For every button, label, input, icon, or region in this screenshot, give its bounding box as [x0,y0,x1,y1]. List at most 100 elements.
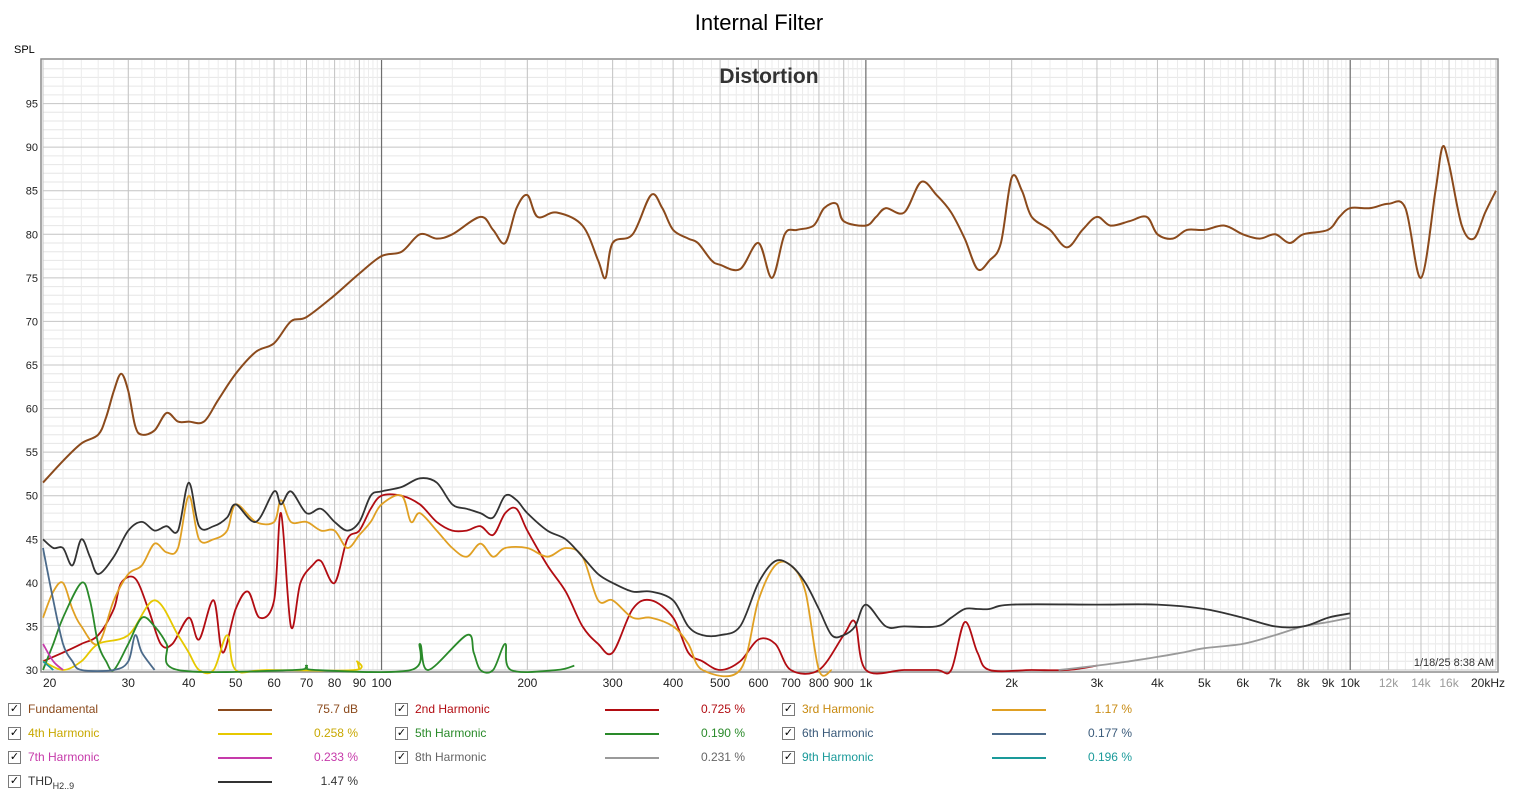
legend-checkbox-3rd-harmonic[interactable]: ✓ [782,703,795,716]
legend-item-5th-harmonic: ✓ 5th Harmonic 0.190 % [395,724,755,746]
grid-major [42,60,1497,671]
x-tick-label: 16k [1439,676,1459,690]
legend-value: 1.17 % [1094,702,1132,716]
series-line-9th-harmonic [42,660,54,671]
legend-label: 7th Harmonic [28,750,100,764]
legend-swatch [605,709,659,711]
series-line-3rd-harmonic [42,494,833,678]
legend-value: 0.258 % [313,726,358,740]
legend-label: 8th Harmonic [415,750,487,764]
legend-swatch [218,709,272,711]
x-tick-label: 50 [229,676,243,690]
legend-checkbox-7th-harmonic[interactable]: ✓ [8,751,21,764]
page-title: Internal Filter [695,10,823,35]
y-tick-label: 30 [26,665,38,677]
y-tick-label: 65 [26,360,38,372]
y-tick-label: 90 [26,142,38,154]
x-tick-label: 14k [1411,676,1431,690]
y-tick-label: 45 [26,534,38,546]
legend-checkbox-5th-harmonic[interactable]: ✓ [395,727,408,740]
x-tick-label: 1k [860,676,874,690]
legend-value: 1.47 % [320,774,358,788]
x-tick-label: 8k [1297,676,1311,690]
legend-label-subscript: H2..9 [52,781,75,791]
x-tick-label: 20 [43,676,57,690]
y-tick-label: 35 [26,621,38,633]
legend-checkbox-4th-harmonic[interactable]: ✓ [8,727,21,740]
y-tick-labels: 30 35 40 45 50 55 60 65 70 75 80 85 90 95 [26,99,38,677]
legend-item-7th-harmonic: ✓ 7th Harmonic 0.233 % [8,748,368,770]
x-tick-label: 500 [710,676,730,690]
x-tick-label: 7k [1269,676,1283,690]
x-tick-label: 800 [809,676,829,690]
legend-value: 0.233 % [313,750,358,764]
legend-item-3rd-harmonic: ✓ 3rd Harmonic 1.17 % [782,700,1142,722]
x-tick-label: 9k [1322,676,1336,690]
x-tick-label: 100 [372,676,392,690]
legend-checkbox-2nd-harmonic[interactable]: ✓ [395,703,408,716]
y-axis-label: SPL [14,44,35,56]
x-tick-label: 200 [517,676,537,690]
legend-label: Fundamental [28,702,99,716]
distortion-chart: Internal Filter SPL 30 35 40 45 50 55 60 65 70 75… [14,10,1505,690]
x-tick-label: 5k [1198,676,1212,690]
legend-checkbox-6th-harmonic[interactable]: ✓ [782,727,795,740]
legend-checkbox-thd[interactable]: ✓ [8,775,21,788]
y-tick-label: 55 [26,447,38,459]
legend-checkbox-9th-harmonic[interactable]: ✓ [782,751,795,764]
x-tick-label: 20kHz [1471,676,1505,690]
legend-checkbox-fundamental[interactable]: ✓ [8,703,21,716]
legend-value: 0.725 % [700,702,745,716]
x-tick-label: 70 [300,676,314,690]
legend-label: 4th Harmonic [28,726,100,740]
legend-swatch [218,781,272,783]
x-tick-label: 4k [1151,676,1165,690]
legend-item-4th-harmonic: ✓ 4th Harmonic 0.258 % [8,724,368,746]
x-tick-label: 900 [834,676,854,690]
legend-label: 5th Harmonic [415,726,487,740]
y-tick-label: 95 [26,99,38,111]
legend-value: 0.196 % [1087,750,1132,764]
legend: ✓ Fundamental 75.7 dB ✓ 2nd Harmonic 0.725 % ✓… [0,696,1518,795]
y-tick-label: 60 [26,404,38,416]
series-line-thd [42,477,1351,639]
legend-swatch [605,757,659,759]
legend-checkbox-8th-harmonic[interactable]: ✓ [395,751,408,764]
y-tick-label: 40 [26,578,38,590]
y-tick-label: 70 [26,316,38,328]
chart-title: Distortion [719,65,818,88]
legend-item-9th-harmonic: ✓ 9th Harmonic 0.196 % [782,748,1142,770]
y-tick-label: 80 [26,229,38,241]
legend-swatch [605,733,659,735]
x-tick-label: 600 [748,676,768,690]
x-tick-label: 2k [1005,676,1019,690]
legend-value: 0.177 % [1087,726,1132,740]
series-line-5th-harmonic [42,581,575,674]
legend-item-6th-harmonic: ✓ 6th Harmonic 0.177 % [782,724,1142,746]
legend-swatch [992,709,1046,711]
legend-label: 9th Harmonic [802,750,874,764]
x-tick-label: 12k [1379,676,1399,690]
x-tick-label: 80 [328,676,342,690]
x-tick-label: 400 [663,676,683,690]
legend-label: THDH2..9 [28,774,75,791]
x-tick-label: 300 [603,676,623,690]
y-tick-label: 85 [26,186,38,198]
x-tick-label: 3k [1091,676,1105,690]
timestamp: 1/18/25 8:38 AM [1414,657,1494,669]
series-layer [42,145,1497,678]
legend-item-8th-harmonic: ✓ 8th Harmonic 0.231 % [395,748,755,770]
legend-item-fundamental: ✓ Fundamental 75.7 dB [8,700,368,722]
series-line-fundamental [42,145,1497,484]
legend-value: 0.190 % [700,726,745,740]
series-line-7th-harmonic [42,643,64,671]
legend-label: 3rd Harmonic [802,702,875,716]
x-tick-label: 6k [1236,676,1250,690]
x-tick-label: 90 [353,676,367,690]
legend-item-thd: ✓ THDH2..9 1.47 % [8,772,368,794]
legend-item-2nd-harmonic: ✓ 2nd Harmonic 0.725 % [395,700,755,722]
x-tick-labels: 20 30 40 50 60 70 80 90 100 200 300 400 500 600 700 800… [43,676,1505,690]
y-tick-label: 50 [26,491,38,503]
legend-label: 6th Harmonic [802,726,874,740]
y-tick-label: 75 [26,273,38,285]
